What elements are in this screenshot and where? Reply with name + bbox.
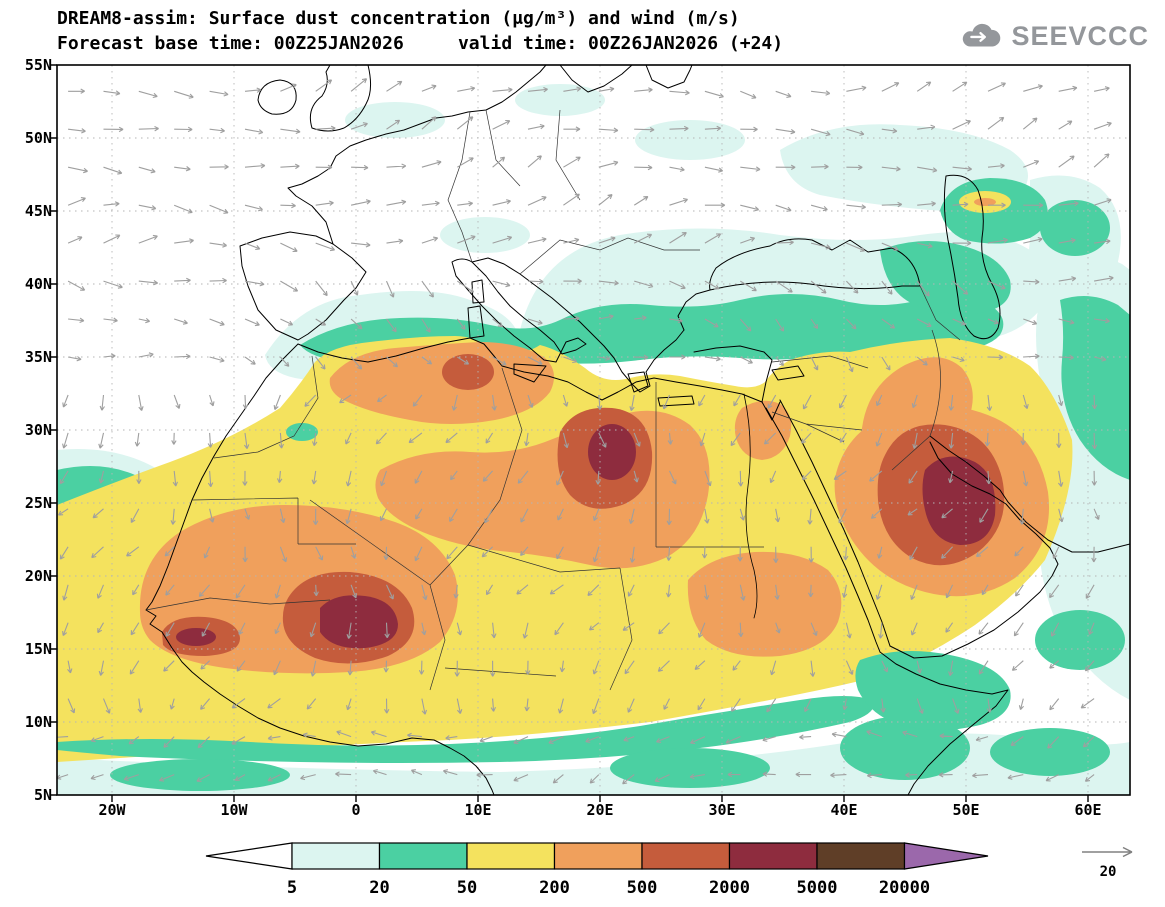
seevccc-logo: SEEVCCC [957, 20, 1149, 52]
lat-tick-label: 40N [24, 275, 52, 293]
dust-shading [57, 84, 1130, 795]
chart-subtitle: Forecast base time: 00Z25JAN2026 valid t… [57, 33, 784, 54]
colorbar-left-arrow [205, 842, 293, 870]
colorbar-right-arrow [903, 842, 989, 870]
lon-tick-label: 20E [586, 801, 614, 819]
wind-reference: 20 [1082, 846, 1133, 880]
wind-arrows [57, 78, 1114, 785]
colorbar-tick-label: 20000 [879, 878, 930, 898]
lat-tick-label: 35N [24, 348, 52, 366]
colorbar-tick-label: 5 [287, 878, 297, 898]
lat-tick-label: 15N [24, 640, 52, 658]
colorbar-cell [553, 842, 643, 870]
colorbar-cell [728, 842, 818, 870]
lat-tick-label: 55N [24, 56, 52, 74]
lat-tick-label: 10N [24, 713, 52, 731]
colorbar-tick-label: 50 [457, 878, 477, 898]
colorbar-tick-label: 5000 [797, 878, 838, 898]
lon-tick-label: 10E [464, 801, 492, 819]
lon-tick-label: 40E [830, 801, 858, 819]
colorbar-cell [466, 842, 556, 870]
wind-reference-arrow [1082, 846, 1133, 858]
lat-tick-label: 20N [24, 567, 52, 585]
lon-tick-label: 30E [708, 801, 736, 819]
cloud-icon [963, 23, 1001, 47]
colorbar-tick-label: 20 [369, 878, 389, 898]
lon-tick-label: 20W [98, 801, 126, 819]
lat-tick-label: 25N [24, 494, 52, 512]
colorbar-tick-label: 2000 [709, 878, 750, 898]
lat-tick-label: 30N [24, 421, 52, 439]
colorbar-cell [641, 842, 731, 870]
colorbar: 5 20 50 200 500 2000 5000 20000 [205, 842, 989, 898]
lon-tick-label: 10W [220, 801, 248, 819]
lat-tick-label: 50N [24, 129, 52, 147]
logo-text: SEEVCCC [1011, 20, 1149, 51]
chart-title: DREAM8-assim: Surface dust concentration… [57, 8, 740, 29]
lat-tick-label: 45N [24, 202, 52, 220]
lon-tick-label: 0 [351, 801, 361, 819]
lat-tick-label: 5N [33, 786, 52, 804]
colorbar-tick-label: 200 [539, 878, 570, 898]
graticule [57, 65, 1130, 795]
colorbar-cell [378, 842, 468, 870]
axis-ticks [50, 64, 1089, 802]
wind-reference-value: 20 [1100, 864, 1117, 880]
lon-tick-label: 60E [1074, 801, 1102, 819]
lon-tick-label: 50E [952, 801, 980, 819]
colorbar-cell [291, 842, 381, 870]
country-borders [145, 109, 961, 691]
colorbar-cell [816, 842, 906, 870]
colorbar-tick-label: 500 [627, 878, 658, 898]
